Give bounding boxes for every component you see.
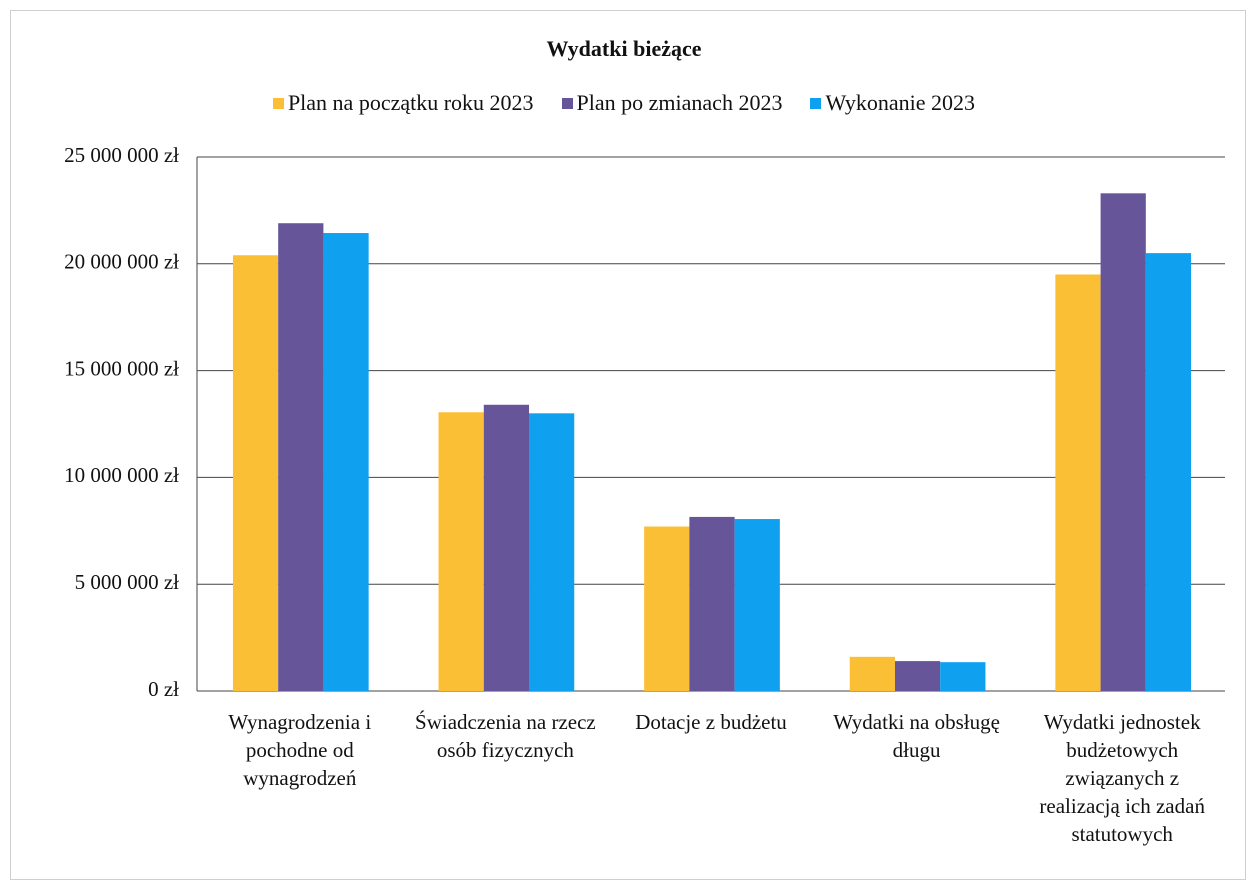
- bar: [1145, 253, 1192, 691]
- y-tick-label: 15 000 000 zł: [64, 356, 179, 380]
- legend-item: Plan na początku roku 2023: [272, 90, 534, 116]
- legend-swatch: [561, 97, 573, 109]
- bar: [689, 516, 735, 691]
- x-tick-label: Wynagrodzenia i pochodne od wynagrodzeń: [228, 710, 372, 790]
- bar: [1055, 274, 1101, 691]
- legend-item: Plan po zmianach 2023: [561, 90, 783, 116]
- y-tick-label: 5 000 000 zł: [75, 570, 180, 594]
- legend-swatch: [810, 97, 822, 109]
- y-tick-label: 0 zł: [148, 677, 179, 701]
- bar: [1100, 193, 1146, 691]
- x-tick-label: Świadczenia na rzecz osób fizycznych: [415, 710, 596, 762]
- bar: [644, 526, 690, 691]
- x-tick-label: Dotacje z budżetu: [635, 710, 787, 734]
- bar: [734, 519, 780, 691]
- legend-label: Plan na początku roku 2023: [287, 90, 534, 115]
- legend-swatch: [272, 97, 284, 109]
- x-tick-label: Wydatki na obsługę długu: [833, 710, 1000, 762]
- bar: [438, 412, 484, 691]
- bar: [849, 656, 895, 691]
- y-tick-label: 25 000 000 zł: [64, 143, 179, 167]
- chart-title: Wydatki bieżące: [546, 36, 702, 61]
- legend-label: Plan po zmianach 2023: [576, 90, 783, 115]
- bar: [483, 404, 530, 691]
- y-tick-label: 20 000 000 zł: [64, 250, 179, 274]
- bar: [529, 413, 575, 691]
- x-tick-label: Wydatki jednostek budżetowych związanych…: [1039, 710, 1205, 846]
- bar: [323, 233, 369, 691]
- legend-label: Wykonanie 2023: [825, 90, 976, 115]
- bar: [894, 661, 941, 691]
- legend-item: Wykonanie 2023: [810, 90, 975, 116]
- bar: [232, 255, 279, 692]
- bar: [278, 223, 324, 691]
- legend: Plan na początku roku 2023 Plan po zmiana…: [0, 90, 1248, 116]
- y-tick-label: 10 000 000 zł: [64, 463, 179, 487]
- bar: [940, 662, 986, 691]
